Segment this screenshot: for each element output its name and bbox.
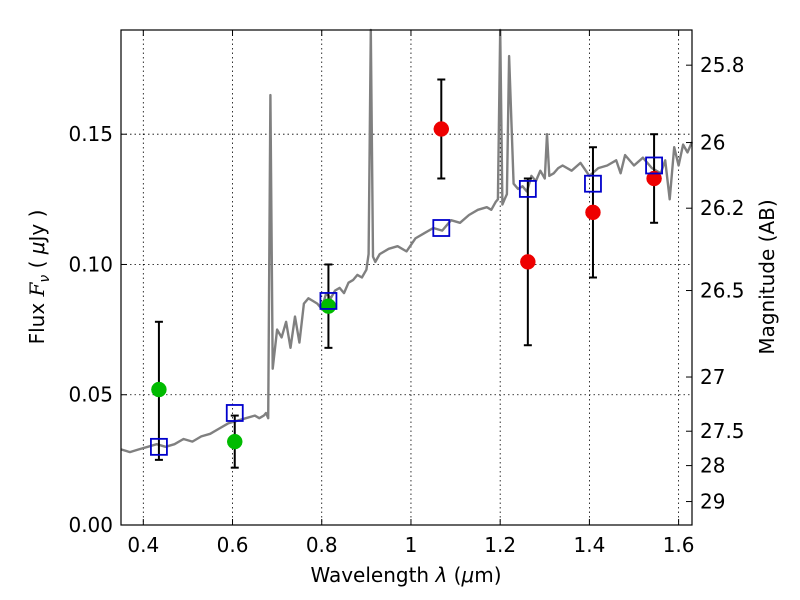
y-axis-title: Flux Fν ( μJy ) <box>25 210 53 345</box>
model-square-marker <box>319 292 338 310</box>
model-square-marker <box>432 219 451 237</box>
mag-tick-label: 26.2 <box>700 196 745 220</box>
data-point-marker <box>433 121 450 137</box>
model-square-marker <box>645 156 663 175</box>
data-point-marker <box>646 170 662 187</box>
x-tick-label: 1.2 <box>484 533 516 557</box>
y-tick-label: 0.10 <box>68 252 113 276</box>
mag-tick-label: 27.5 <box>700 419 745 443</box>
x-tick-label: 0.4 <box>127 533 159 557</box>
y-tick-label: 0.05 <box>68 383 113 407</box>
data-point-marker <box>585 204 601 221</box>
y-tick-label: 0.15 <box>68 122 113 146</box>
axis-ticks: 0.4 0.6 0.8 1 1.2 1.4 1.6 0.00 0.05 0.10 0.15 25.8 2… <box>68 30 745 557</box>
mag-tick-label: 27 <box>700 365 725 389</box>
x-tick-label: 1 <box>405 533 418 557</box>
mag-tick-label: 26.5 <box>700 279 745 303</box>
plot-frame <box>120 29 693 526</box>
mag-tick-label: 29 <box>700 490 725 514</box>
mag-tick-label: 28 <box>700 454 725 478</box>
y2-axis-title: Magnitude (AB) <box>755 199 779 354</box>
x-tick-label: 0.8 <box>306 533 338 557</box>
model-square-marker <box>225 404 244 422</box>
spectrum-line <box>120 28 694 454</box>
mag-tick-label: 26 <box>700 131 725 155</box>
model-square-marker <box>518 180 537 198</box>
data-point-marker <box>227 433 243 450</box>
x-axis-title: Wavelength λ (μm) <box>310 563 501 587</box>
model-square-marker <box>584 174 602 193</box>
data-point-marker <box>520 254 536 270</box>
data-point-marker <box>320 298 337 314</box>
data-markers <box>150 121 663 456</box>
grid <box>121 30 692 526</box>
data-point-marker <box>151 381 167 398</box>
y-tick-label: 0.00 <box>68 513 113 537</box>
mag-tick-label: 25.8 <box>700 53 745 77</box>
error-bars <box>154 78 659 469</box>
x-tick-label: 1.6 <box>663 533 695 557</box>
x-tick-label: 1.4 <box>573 533 605 557</box>
model-square-marker <box>150 437 168 456</box>
model-spectrum <box>120 28 694 454</box>
x-tick-label: 0.6 <box>217 533 249 557</box>
